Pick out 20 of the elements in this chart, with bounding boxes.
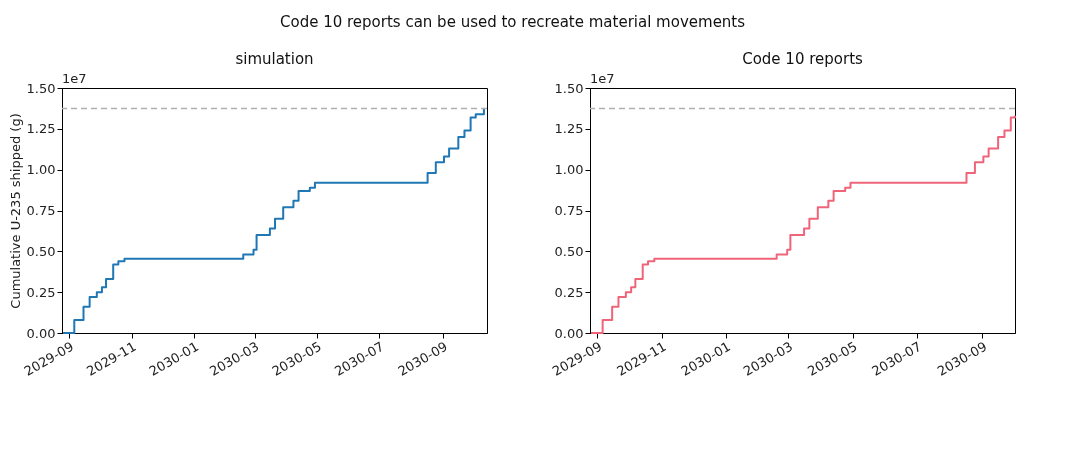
y-tick-label: 0.75 xyxy=(554,203,584,218)
y-tick-label: 0.50 xyxy=(26,243,56,259)
y-tick-label: 0.75 xyxy=(26,203,56,218)
y-tick-label: 0.25 xyxy=(554,284,584,300)
y-tick-label: 1.25 xyxy=(26,121,56,137)
text: 1e7 xyxy=(590,71,615,86)
y-axis-title: Cumulative U-235 shipped (g) xyxy=(7,113,23,309)
y-tick-label: 1.50 xyxy=(554,80,584,96)
chart-title: Code 10 reports xyxy=(742,50,864,68)
y-tick-label: 1.00 xyxy=(554,162,584,178)
y-tick-label: 1.00 xyxy=(26,162,56,178)
y-tick-label: 1.25 xyxy=(554,121,584,137)
chart-title: simulation xyxy=(235,50,314,68)
y-tick-label: 0.00 xyxy=(26,325,56,341)
y-tick-label: 0.25 xyxy=(26,284,56,300)
y-tick-label: 0.50 xyxy=(554,243,584,259)
y-tick-label: 0.00 xyxy=(554,325,584,341)
text: Code 10 reports can be used to recreate material movements xyxy=(279,12,746,31)
y-tick-label: 1.50 xyxy=(26,80,56,96)
text: 1e7 xyxy=(62,71,87,86)
